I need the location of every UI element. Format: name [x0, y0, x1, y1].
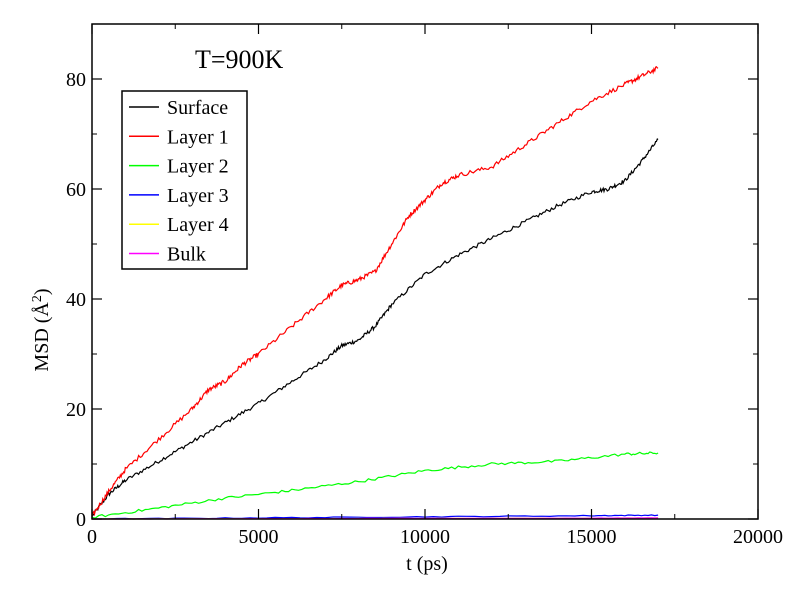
y-axis-label-close: )	[31, 288, 53, 295]
y-axis-label: MSD (Å2)	[30, 288, 54, 371]
svg-text:MSD (Å2): MSD (Å2)	[30, 288, 54, 371]
x-tick-label: 5000	[239, 526, 279, 548]
series-line-surface	[91, 138, 659, 517]
series-line-layer-1	[91, 66, 659, 517]
y-axis-label-unit: Å	[31, 302, 53, 317]
series-line-layer-2	[91, 451, 659, 519]
y-tick-label: 0	[76, 509, 86, 531]
y-axis-label-main: MSD (	[31, 316, 53, 371]
legend-label: Layer 2	[167, 156, 229, 178]
legend-label: Layer 3	[167, 185, 229, 207]
tick-layer: 0 5000 10000 15000 20000 0 20 40 60 80	[66, 24, 783, 548]
x-tick-label: 20000	[733, 526, 783, 548]
legend: Surface Layer 1 Layer 2 Layer 3 Layer 4 Bulk	[121, 90, 248, 270]
x-tick-label: 10000	[400, 526, 450, 548]
legend-items: Surface Layer 1 Layer 2 Layer 3 Layer 4 Bulk	[129, 97, 229, 266]
y-tick-label: 60	[66, 179, 86, 201]
x-tick-label: 15000	[567, 526, 617, 548]
legend-label: Surface	[167, 97, 228, 119]
y-tick-label: 40	[66, 289, 86, 311]
y-tick-label: 80	[66, 69, 86, 91]
legend-label: Layer 1	[167, 126, 229, 148]
legend-box	[121, 90, 248, 270]
chart-annotation: T=900K	[195, 45, 284, 74]
x-tick-label: 0	[87, 526, 97, 548]
legend-label: Bulk	[167, 244, 206, 266]
y-tick-label: 20	[66, 399, 86, 421]
y-axis-label-exp: 2	[30, 295, 45, 302]
x-axis-label: t (ps)	[406, 553, 448, 575]
legend-label: Layer 4	[167, 214, 229, 236]
